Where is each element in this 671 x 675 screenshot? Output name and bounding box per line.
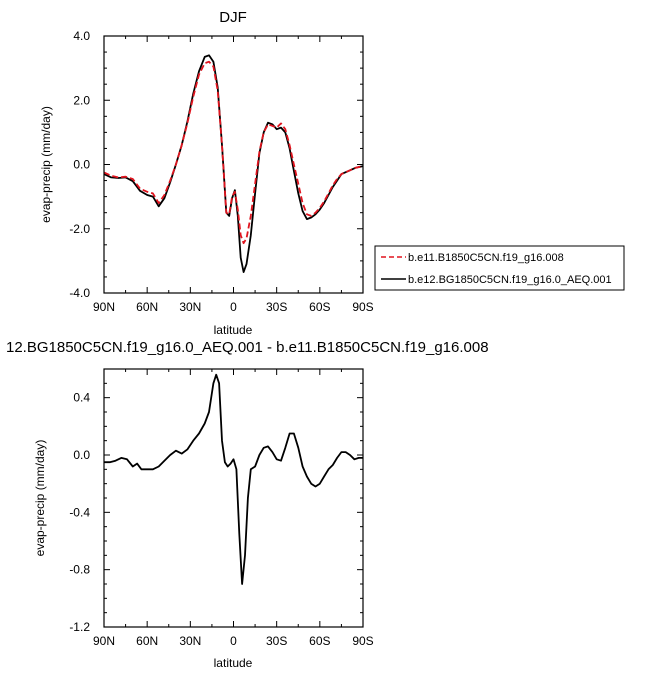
bottom-series-group (104, 373, 363, 585)
bottom-x-tick-label: 0 (230, 634, 237, 648)
top-series-group (103, 54, 364, 274)
bottom-series-line-1 (104, 373, 363, 585)
bottom-x-tick-label: 30N (179, 634, 201, 648)
top-x-tick-label: 0 (230, 300, 237, 314)
top-x-tick-label: 60N (136, 300, 158, 314)
bottom-x-tick-label: 90S (352, 634, 373, 648)
top-x-tick-label: 90N (93, 300, 115, 314)
bottom-x-tick-label: 90N (93, 634, 115, 648)
bottom-x-axis-label: latitude (214, 656, 253, 670)
bottom-chart-title: 12.BG1850C5CN.f19_g16.0_AEQ.001 - b.e11.… (6, 339, 489, 356)
top-y-tick-label: 2.0 (73, 93, 90, 107)
bottom-y-tick-label: 0.0 (73, 448, 90, 462)
top-x-axis-label: latitude (214, 323, 253, 337)
bottom-x-tick-label: 30S (266, 634, 287, 648)
legend-box (374, 245, 625, 291)
legend-label-series-2: b.e12.BG1850C5CN.f19_g16.0_AEQ.001 (408, 274, 612, 286)
top-x-tick-label: 30S (266, 300, 287, 314)
top-x-tick-label: 30N (179, 300, 201, 314)
bottom-x-tick-label: 60S (309, 634, 330, 648)
top-chart-title: DJF (219, 9, 247, 26)
top-series-line-1 (103, 60, 364, 245)
top-x-tick-label: 60S (309, 300, 330, 314)
top-y-tick-label: -4.0 (69, 286, 90, 300)
bottom-y-tick-label: -0.8 (69, 563, 90, 577)
bottom-y-tick-label: 0.4 (73, 391, 90, 405)
top-series-line-2 (103, 54, 364, 274)
top-x-tick-label: 90S (352, 300, 373, 314)
top-axes: 90N 60N 30N 0 30S 60S 90S -4.0 -2.0 0.0 2.0 4.0 (69, 29, 373, 314)
bottom-axes: 90N 60N 30N 0 30S 60S 90S -1.2 -0.8 -0.4 0.0 0.4 (69, 368, 374, 648)
top-y-axis-label: evap-precip (mm/day) (39, 106, 53, 223)
legend: b.e11.B1850C5CN.f19_g16.008 b.e12.BG1850… (374, 245, 625, 291)
bottom-x-tick-label: 60N (136, 634, 158, 648)
panel-top: DJF 90N 60N 30N 0 30S 60S 90S -4.0 -2.0 0.0 2.0 4.0… (39, 9, 625, 337)
top-plot-frame (103, 35, 364, 294)
bottom-y-tick-label: -1.2 (69, 620, 90, 634)
legend-label-series-1: b.e11.B1850C5CN.f19_g16.008 (408, 252, 564, 264)
bottom-y-axis-label: evap-precip (mm/day) (33, 440, 47, 557)
bottom-plot-frame (103, 368, 364, 628)
top-y-tick-label: 0.0 (73, 158, 90, 172)
top-y-tick-label: 4.0 (73, 29, 90, 43)
panel-bottom: 12.BG1850C5CN.f19_g16.0_AEQ.001 - b.e11.… (6, 339, 489, 670)
top-y-tick-label: -2.0 (69, 222, 90, 236)
bottom-y-tick-label: -0.4 (69, 505, 90, 519)
